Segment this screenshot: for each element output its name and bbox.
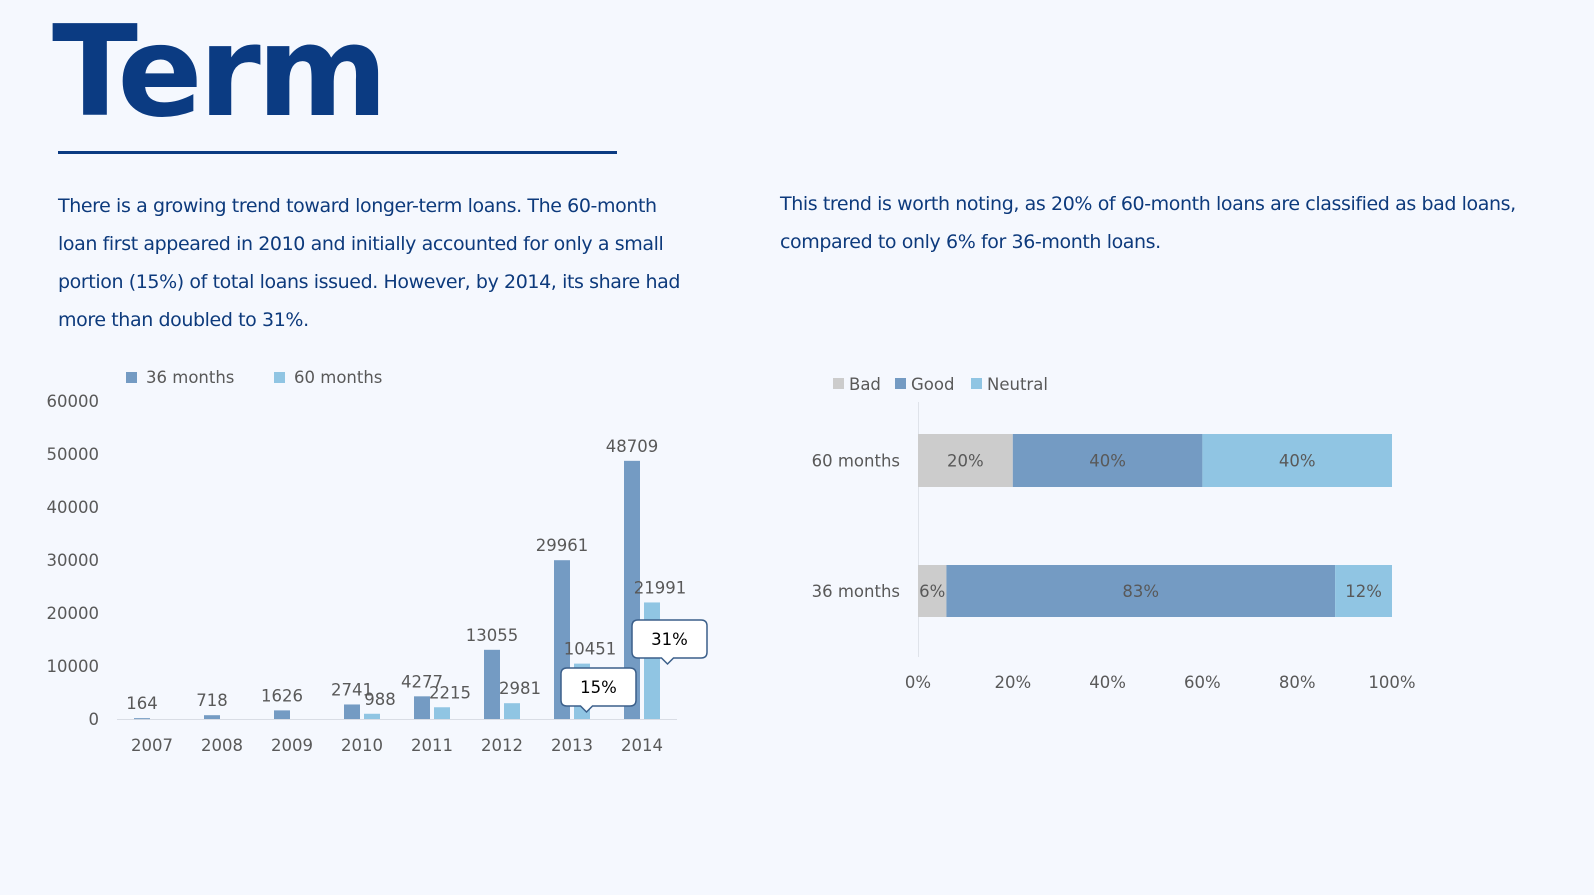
callout-text: 15% xyxy=(580,678,617,697)
legend-label-good: Good xyxy=(911,375,954,394)
x-tick-label: 2008 xyxy=(201,736,243,755)
segment-label: 83% xyxy=(1122,582,1159,601)
category-label: 60 months xyxy=(812,452,900,471)
legend-label-36-months: 36 months xyxy=(146,368,234,387)
bar-36-months-2011 xyxy=(414,696,430,719)
y-tick-label: 20000 xyxy=(47,604,100,623)
data-label: 2215 xyxy=(429,683,471,702)
data-label: 10451 xyxy=(564,640,617,659)
x-tick-label: 0% xyxy=(905,673,931,692)
segment-label: 20% xyxy=(947,452,984,471)
segment-neutral-60-months xyxy=(1202,434,1392,487)
data-label: 988 xyxy=(364,690,396,709)
category-labels: 60 months 36 months xyxy=(812,452,900,602)
x-tick-label: 2011 xyxy=(411,736,453,755)
stacked-bars: 20% 40% 40% 6% 83% 12% xyxy=(918,434,1392,617)
left-description: There is a growing trend toward longer-t… xyxy=(58,195,681,331)
data-label: 4277 xyxy=(401,672,443,691)
y-tick-label: 40000 xyxy=(47,498,100,517)
bar-60-months-2010 xyxy=(364,713,380,719)
data-label: 29961 xyxy=(536,536,589,555)
legend-swatch-bad xyxy=(833,378,844,389)
y-tick-label: 0 xyxy=(89,710,100,729)
x-tick-label: 2013 xyxy=(551,736,593,755)
page-title: Term xyxy=(52,0,388,145)
x-tick-label: 40% xyxy=(1089,673,1126,692)
segment-good-36-months xyxy=(946,565,1336,617)
data-label: 2981 xyxy=(499,679,541,698)
x-tick-label: 2014 xyxy=(621,736,663,755)
x-tick-label: 2009 xyxy=(271,736,313,755)
y-tick-label: 60000 xyxy=(47,392,100,411)
loan-status-chart: Bad Good Neutral 60 months 36 months 20% 40%… xyxy=(812,375,1416,692)
bar-36-months-2012 xyxy=(484,649,500,719)
bar-36-months-2007 xyxy=(134,718,150,720)
segment-good-60-months xyxy=(1012,434,1203,487)
segment-bad-36-months xyxy=(918,565,947,617)
data-label: 2741 xyxy=(331,680,373,699)
legend-swatch-neutral xyxy=(971,378,982,389)
category-label: 36 months xyxy=(812,582,900,601)
y-axis-ticks: 0 10000 20000 30000 40000 50000 60000 xyxy=(47,392,100,729)
legend-label-60-months: 60 months xyxy=(294,368,382,387)
legend-swatch-60-months xyxy=(274,372,285,383)
x-tick-label: 20% xyxy=(994,673,1031,692)
bar-60-months-2012 xyxy=(504,703,520,719)
loan-volume-chart: 36 months 60 months 0 10000 20000 30000 4000… xyxy=(47,368,708,755)
y-tick-label: 30000 xyxy=(47,551,100,570)
data-label: 21991 xyxy=(634,578,687,597)
x-axis-ticks: 2007 2008 2009 2010 2011 2012 2013 2014 xyxy=(131,736,663,755)
callout-text: 31% xyxy=(651,630,688,649)
callout-2014 xyxy=(631,619,708,666)
data-label: 164 xyxy=(126,694,158,713)
x-tick-label: 80% xyxy=(1279,673,1316,692)
bar-60-months-2011 xyxy=(434,707,450,719)
legend-label-bad: Bad xyxy=(849,375,881,394)
data-label: 718 xyxy=(196,691,228,710)
segment-label: 6% xyxy=(919,582,945,601)
legend-swatch-good xyxy=(895,378,906,389)
x-tick-label: 2010 xyxy=(341,736,383,755)
x-tick-label: 60% xyxy=(1184,673,1221,692)
callout-2013 xyxy=(560,667,637,714)
x-tick-label: 2012 xyxy=(481,736,523,755)
right-description: This trend is worth noting, as 20% of 60… xyxy=(780,193,1516,253)
bar-36-months-2008 xyxy=(204,715,220,719)
data-label: 48709 xyxy=(606,437,659,456)
data-label: 1626 xyxy=(261,686,303,705)
segment-label: 40% xyxy=(1279,452,1316,471)
callouts: 15% 31% xyxy=(560,619,708,714)
x-tick-label: 100% xyxy=(1368,673,1415,692)
title-underline xyxy=(58,151,617,154)
x-axis-ticks: 0% 20% 40% 60% 80% 100% xyxy=(905,673,1416,692)
bar-36-months-2010 xyxy=(344,704,360,719)
y-tick-label: 50000 xyxy=(47,445,100,464)
segment-label: 12% xyxy=(1345,582,1382,601)
legend-swatch-36-months xyxy=(126,372,137,383)
data-labels: 164 718 1626 2741 4277 13055 29961 48709 988 2215… xyxy=(126,437,686,713)
legend: Bad Good Neutral xyxy=(833,375,1048,394)
data-label: 13055 xyxy=(466,626,519,645)
bar-36-months-2009 xyxy=(274,710,290,719)
y-tick-label: 10000 xyxy=(47,657,100,676)
segment-neutral-36-months xyxy=(1335,565,1392,617)
x-tick-label: 2007 xyxy=(131,736,173,755)
legend: 36 months 60 months xyxy=(126,368,382,387)
segment-bad-60-months xyxy=(918,434,1013,487)
legend-label-neutral: Neutral xyxy=(987,375,1048,394)
segment-label: 40% xyxy=(1089,452,1126,471)
